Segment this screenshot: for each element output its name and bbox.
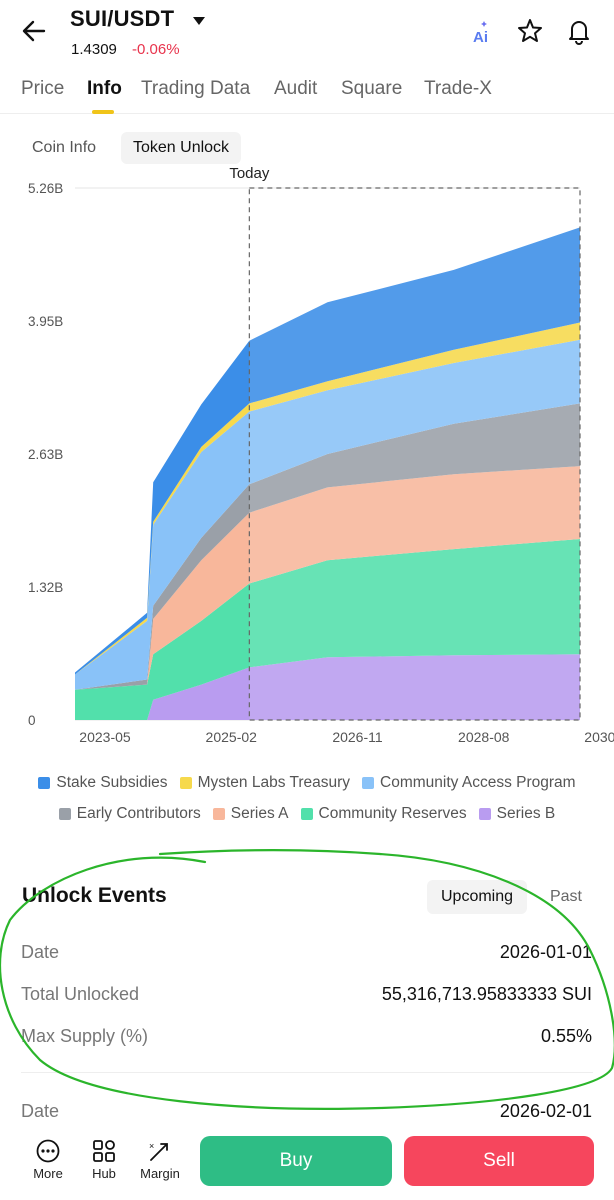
legend-swatch bbox=[38, 777, 51, 789]
bottom-bar: More Hub × Margin Buy Sell bbox=[0, 1128, 614, 1200]
legend-swatch bbox=[362, 777, 375, 789]
tab-square[interactable]: Square bbox=[341, 78, 403, 99]
last-price: 1.4309 bbox=[71, 41, 117, 58]
y-tick-label: 2.63B bbox=[28, 447, 63, 462]
main-tabs: Price Info Trading Data Audit Square Tra… bbox=[0, 74, 614, 114]
legend-label: Community Access Program bbox=[380, 774, 576, 791]
legend-item[interactable]: Early Contributors bbox=[58, 805, 201, 823]
area-community-reserves bbox=[75, 539, 580, 720]
legend-label: Series B bbox=[496, 805, 556, 822]
event-date-value: 2026-01-01 bbox=[499, 942, 592, 962]
legend-item[interactable]: Community Reserves bbox=[300, 805, 467, 823]
today-region bbox=[248, 187, 581, 721]
margin-icon: × bbox=[149, 1141, 168, 1161]
event-date-value-2: 2026-02-01 bbox=[499, 1101, 592, 1121]
event-date-label-2: Date bbox=[21, 1101, 60, 1121]
subtab-coin-info[interactable]: Coin Info bbox=[32, 139, 97, 156]
legend-swatch bbox=[300, 808, 313, 820]
legend-item[interactable]: Community Access Program bbox=[362, 774, 576, 792]
x-tick-label: 2026-11 bbox=[332, 729, 383, 745]
y-tick-label: 5.26B bbox=[28, 181, 63, 196]
more-button[interactable]: More bbox=[20, 1138, 76, 1181]
tab-audit[interactable]: Audit bbox=[274, 78, 318, 99]
hub-label: Hub bbox=[92, 1166, 116, 1181]
y-tick-label: 3.95B bbox=[28, 314, 63, 329]
more-icon bbox=[36, 1139, 60, 1163]
upcoming-toggle[interactable]: Upcoming bbox=[427, 880, 527, 914]
area-series-a bbox=[75, 466, 580, 690]
chevron-down-icon[interactable] bbox=[191, 14, 207, 26]
y-tick-label: 1.32B bbox=[28, 580, 63, 595]
bell-icon[interactable] bbox=[563, 15, 595, 47]
legend-label: Stake Subsidies bbox=[56, 774, 168, 791]
y-tick-label: 0 bbox=[28, 713, 36, 728]
max-supply-value: 0.55% bbox=[540, 1026, 592, 1046]
unlock-events-title: Unlock Events bbox=[22, 884, 167, 907]
margin-button[interactable]: × Margin bbox=[132, 1138, 188, 1181]
today-label: Today bbox=[229, 165, 270, 182]
subtab-token-unlock[interactable]: Token Unlock bbox=[121, 132, 242, 164]
tab-trading-data[interactable]: Trading Data bbox=[141, 78, 251, 99]
legend-item[interactable]: Mysten Labs Treasury bbox=[179, 774, 351, 792]
legend-label: Community Reserves bbox=[318, 805, 467, 822]
legend-item[interactable]: Stake Subsidies bbox=[38, 774, 168, 792]
legend-swatch bbox=[58, 808, 71, 820]
divider bbox=[21, 1072, 593, 1073]
area-stake-subsidies bbox=[75, 227, 580, 675]
tab-info[interactable]: Info bbox=[87, 78, 122, 99]
ai-label: Ai bbox=[473, 29, 488, 46]
legend-swatch bbox=[212, 808, 225, 820]
area-community-access-program bbox=[75, 339, 580, 690]
area-early-contributors bbox=[75, 403, 580, 690]
ai-icon[interactable]: Ai bbox=[470, 18, 498, 46]
sell-button[interactable]: Sell bbox=[404, 1136, 594, 1186]
legend-swatch bbox=[478, 808, 491, 820]
active-tab-indicator bbox=[92, 110, 114, 114]
event-date-label: Date bbox=[21, 942, 60, 962]
total-unlocked-label: Total Unlocked bbox=[21, 984, 140, 1004]
svg-text:×: × bbox=[149, 1141, 154, 1151]
tab-price[interactable]: Price bbox=[21, 78, 65, 99]
area-series-b bbox=[75, 654, 580, 720]
hub-button[interactable]: Hub bbox=[76, 1138, 132, 1181]
x-tick-label: 2030-05 bbox=[584, 729, 614, 745]
back-arrow-icon[interactable] bbox=[20, 14, 50, 48]
legend-item[interactable]: Series B bbox=[478, 805, 556, 823]
legend-label: Early Contributors bbox=[76, 805, 201, 822]
legend-label: Mysten Labs Treasury bbox=[197, 774, 351, 791]
total-unlocked-value: 55,316,713.95833333 SUI bbox=[381, 984, 592, 1004]
buy-button[interactable]: Buy bbox=[200, 1136, 392, 1186]
legend-swatch bbox=[179, 777, 192, 789]
past-toggle[interactable]: Past bbox=[549, 888, 582, 905]
x-tick-label: 2025-02 bbox=[206, 729, 258, 745]
legend-label: Series A bbox=[230, 805, 289, 822]
token-unlock-chart: Today 5.26B 3.95B 2.63B 1.32B 0 2023-05 2025-02… bbox=[28, 165, 614, 745]
x-tick-label: 2023-05 bbox=[79, 729, 131, 745]
hub-icon bbox=[93, 1140, 115, 1162]
margin-label: Margin bbox=[140, 1166, 180, 1181]
more-label: More bbox=[33, 1166, 63, 1181]
trading-pair[interactable]: SUI/USDT bbox=[70, 6, 175, 31]
price-change: -0.06% bbox=[132, 41, 180, 58]
star-icon[interactable] bbox=[515, 16, 545, 46]
legend-item[interactable]: Series A bbox=[212, 805, 289, 823]
tab-trade-x[interactable]: Trade-X bbox=[424, 78, 492, 99]
header: SUI/USDT 1.4309 -0.06% Ai bbox=[0, 0, 614, 70]
max-supply-label: Max Supply (%) bbox=[21, 1026, 149, 1046]
x-tick-label: 2028-08 bbox=[458, 729, 510, 745]
